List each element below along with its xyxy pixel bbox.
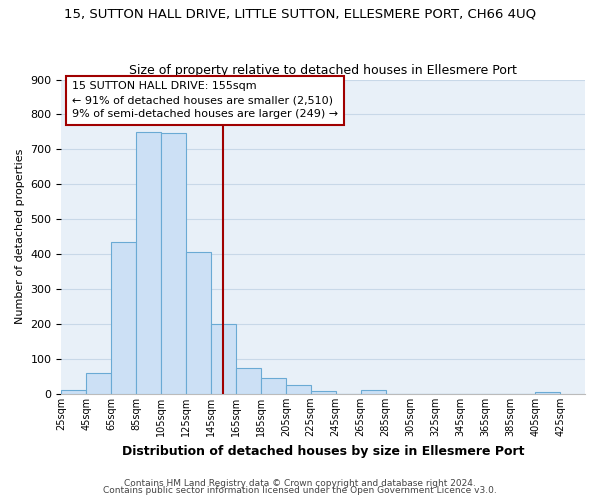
Bar (111, 242, 136, 394)
Text: Contains HM Land Registry data © Crown copyright and database right 2024.: Contains HM Land Registry data © Crown c… (124, 478, 476, 488)
Bar (161, 132, 186, 394)
Text: Contains public sector information licensed under the Open Government Licence v3: Contains public sector information licen… (103, 486, 497, 495)
Text: 15 SUTTON HALL DRIVE: 155sqm
← 91% of detached houses are smaller (2,510)
9% of : 15 SUTTON HALL DRIVE: 155sqm ← 91% of de… (72, 81, 338, 119)
Bar (186, 252, 211, 394)
Y-axis label: Number of detached properties: Number of detached properties (15, 149, 25, 324)
Bar (236, 368, 261, 394)
Bar (211, 324, 236, 394)
Bar (261, 378, 286, 394)
Text: 15, SUTTON HALL DRIVE, LITTLE SUTTON, ELLESMERE PORT, CH66 4UQ: 15, SUTTON HALL DRIVE, LITTLE SUTTON, EL… (64, 8, 536, 20)
X-axis label: Distribution of detached houses by size in Ellesmere Port: Distribution of detached houses by size … (122, 444, 524, 458)
Bar (136, 132, 161, 394)
Bar (61, 390, 86, 394)
Bar (311, 391, 335, 394)
Bar (535, 392, 560, 394)
Bar (361, 390, 386, 394)
Bar (286, 385, 311, 394)
Bar (86, 373, 111, 394)
Title: Size of property relative to detached houses in Ellesmere Port: Size of property relative to detached ho… (129, 64, 517, 77)
